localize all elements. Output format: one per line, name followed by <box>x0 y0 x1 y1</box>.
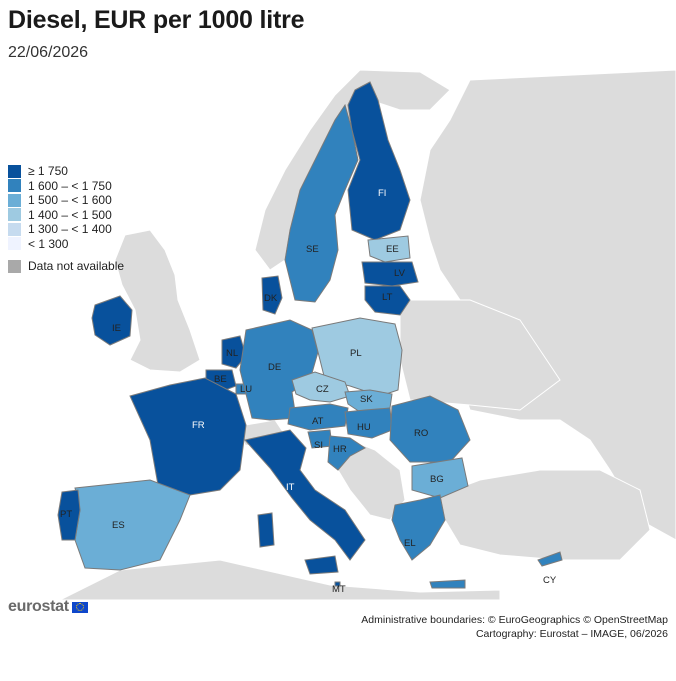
country-cy <box>537 551 563 567</box>
legend-label: 1 300 – < 1 400 <box>28 222 112 237</box>
label-hu: HU <box>357 422 371 433</box>
legend-label: 1 600 – < 1 750 <box>28 178 112 193</box>
uk-land <box>114 229 201 373</box>
map-date: 22/06/2026 <box>8 44 89 61</box>
label-el: EL <box>404 538 416 549</box>
country-at <box>287 403 349 431</box>
country-it-sicily <box>304 555 339 575</box>
legend-label: < 1 300 <box>28 236 69 251</box>
country-se <box>284 103 359 303</box>
label-fi: FI <box>378 188 386 199</box>
label-it: IT <box>286 482 295 493</box>
label-sk: SK <box>360 394 373 405</box>
legend-swatch <box>8 164 21 178</box>
label-be: BE <box>214 374 227 385</box>
label-ie: IE <box>112 323 121 334</box>
label-pl: PL <box>350 348 362 359</box>
label-lu: LU <box>240 384 252 395</box>
turkey-land <box>439 469 651 561</box>
label-mt: MT <box>332 584 346 595</box>
eu-countries <box>57 81 563 589</box>
legend-label: Data not available <box>28 259 125 274</box>
non-eu-land <box>59 69 676 600</box>
legend-not-available: Data not available <box>8 259 124 274</box>
label-fr: FR <box>192 420 205 431</box>
country-es <box>74 479 191 571</box>
label-se: SE <box>306 244 319 255</box>
legend-swatch <box>8 179 21 193</box>
europe-map: FI SE EE LV LT DK IE NL BE LU DE PL CZ S… <box>57 69 676 600</box>
legend-class-4: 1 400 – < 1 500 <box>8 208 124 223</box>
label-pt: PT <box>60 509 72 520</box>
legend-class-2: 1 600 – < 1 750 <box>8 179 124 194</box>
legend-class-5: 1 300 – < 1 400 <box>8 222 124 237</box>
logo-text: eurostat <box>8 598 69 615</box>
country-labels: FI SE EE LV LT DK IE NL BE LU DE PL CZ S… <box>60 188 557 595</box>
label-bg: BG <box>430 474 444 485</box>
country-mt <box>334 581 341 587</box>
map-legend: ≥ 1 750 1 600 – < 1 750 1 500 – < 1 600 … <box>8 164 124 274</box>
country-it <box>244 429 366 561</box>
country-ee <box>367 235 411 263</box>
legend-swatch <box>8 259 21 273</box>
country-lt <box>364 285 411 316</box>
country-pt <box>57 489 81 541</box>
north-africa-land <box>59 559 501 600</box>
country-ro <box>389 395 471 463</box>
label-si: SI <box>314 440 323 451</box>
label-lv: LV <box>394 268 406 279</box>
country-hr <box>327 435 366 471</box>
label-hr: HR <box>333 444 347 455</box>
legend-swatch <box>8 193 21 207</box>
legend-swatch <box>8 237 21 251</box>
eu-flag-icon <box>71 601 88 613</box>
country-ie <box>91 295 133 346</box>
label-lt: LT <box>382 292 393 303</box>
belarus-ukraine-land <box>399 299 561 411</box>
legend-swatch <box>8 222 21 236</box>
country-fr <box>129 377 247 496</box>
country-cz <box>291 371 351 403</box>
label-ee: EE <box>386 244 399 255</box>
legend-class-1: ≥ 1 750 <box>8 164 124 179</box>
legend-swatch <box>8 208 21 222</box>
credit-boundaries: Administrative boundaries: © EuroGeograp… <box>361 614 668 626</box>
legend-class-6: < 1 300 <box>8 237 124 252</box>
label-cy: CY <box>543 575 557 586</box>
label-dk: DK <box>264 293 278 304</box>
country-de <box>239 319 319 421</box>
label-de: DE <box>268 362 281 373</box>
eurostat-logo: eurostat <box>8 598 88 616</box>
country-it-sardinia <box>257 512 275 548</box>
label-at: AT <box>312 416 324 427</box>
country-el <box>391 494 446 561</box>
credit-cartography: Cartography: Eurostat – IMAGE, 06/2026 <box>475 628 668 640</box>
legend-label: 1 400 – < 1 500 <box>28 207 112 222</box>
country-el-crete <box>429 579 466 589</box>
label-nl: NL <box>226 348 238 359</box>
map-title: Diesel, EUR per 1000 litre <box>8 6 305 34</box>
label-es: ES <box>112 520 125 531</box>
country-lv <box>361 261 419 287</box>
legend-label: ≥ 1 750 <box>28 164 68 179</box>
country-bg <box>411 457 469 499</box>
legend-label: 1 500 – < 1 600 <box>28 193 112 208</box>
country-dk <box>261 275 283 315</box>
label-ro: RO <box>414 428 428 439</box>
label-cz: CZ <box>316 384 329 395</box>
legend-class-3: 1 500 – < 1 600 <box>8 193 124 208</box>
